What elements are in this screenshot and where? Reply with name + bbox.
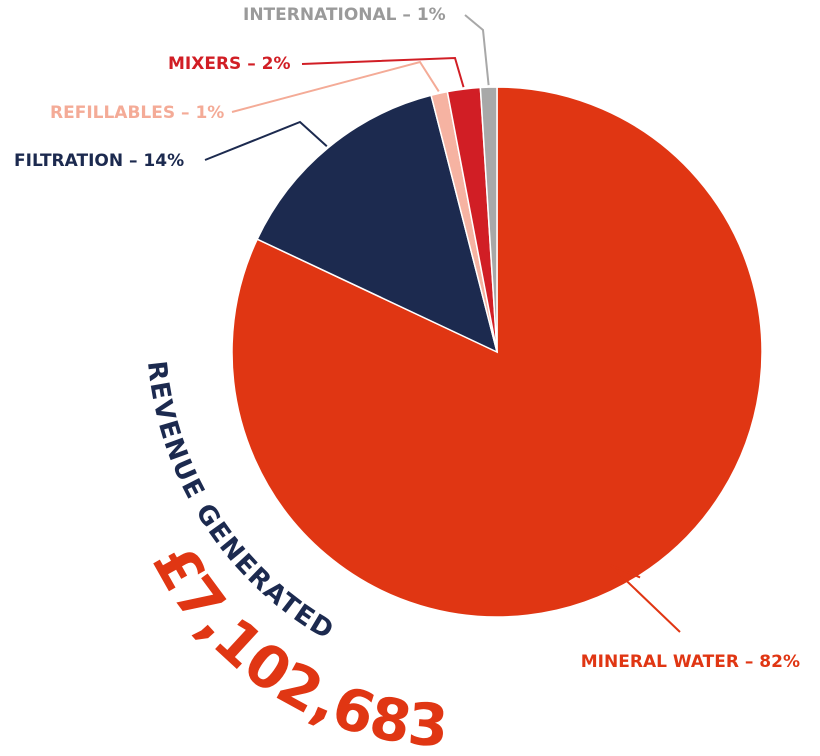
leader-lines xyxy=(204,14,681,633)
leader-filtration xyxy=(204,120,328,161)
label-mineral-water: MINERAL WATER – 82% xyxy=(581,652,800,672)
leader-mineral-water xyxy=(609,564,681,633)
leader-mixers xyxy=(301,56,465,88)
label-international: INTERNATIONAL – 1% xyxy=(243,5,446,25)
slice-filtration xyxy=(256,94,499,354)
label-refillables: REFILLABLES – 1% xyxy=(50,103,224,123)
leader-international xyxy=(464,14,490,86)
pie-slices xyxy=(231,86,763,618)
label-mixers: MIXERS – 2% xyxy=(168,54,291,74)
slice-international xyxy=(479,86,498,353)
label-filtration: FILTRATION – 14% xyxy=(14,151,184,171)
leader-refillables xyxy=(231,60,440,113)
